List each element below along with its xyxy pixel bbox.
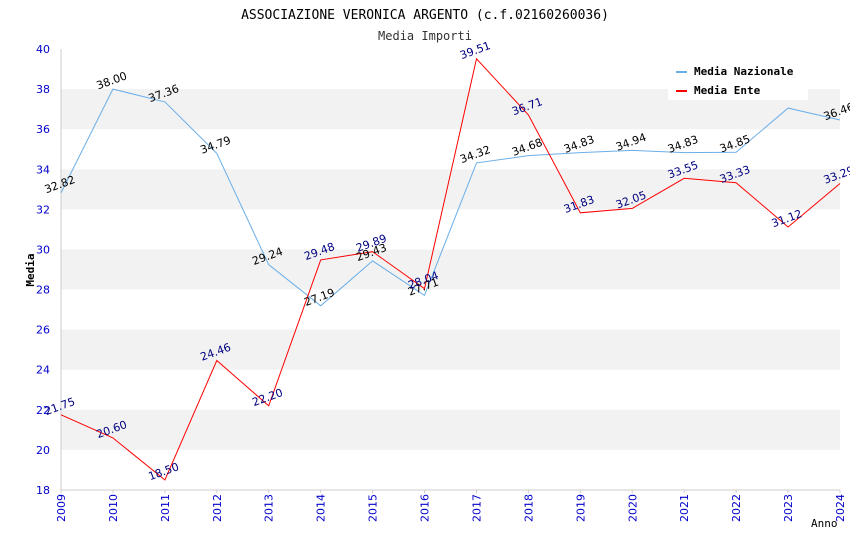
x-tick-label: 2024 xyxy=(834,494,847,522)
legend-label-media-nazionale: Media Nazionale xyxy=(694,65,794,78)
grid-band xyxy=(61,409,840,450)
x-tick-label: 2015 xyxy=(367,494,380,522)
y-tick-label: 30 xyxy=(36,243,50,256)
x-tick-label: 2011 xyxy=(159,494,172,522)
y-tick-label: 34 xyxy=(36,163,50,176)
x-tick-label: 2022 xyxy=(730,494,743,522)
data-label: 34.79 xyxy=(199,134,233,157)
legend-label-media-ente: Media Ente xyxy=(694,84,761,97)
x-tick-label: 2020 xyxy=(626,494,639,522)
series-line-media-nazionale xyxy=(60,88,841,307)
chart-subtitle: Media Importi xyxy=(378,29,472,43)
y-tick-label: 22 xyxy=(36,404,50,417)
x-tick-label: 2012 xyxy=(211,494,224,522)
y-tick-labels: 18 20 22 24 26 28 30 32 34 36 38 40 xyxy=(36,43,50,497)
grid-band xyxy=(61,249,840,290)
y-tick-label: 36 xyxy=(36,123,50,136)
y-tick-label: 38 xyxy=(36,83,50,96)
x-tick-label: 2017 xyxy=(470,494,483,522)
data-label: 31.12 xyxy=(770,207,804,230)
x-tick-labels: 2009 2010 2011 2012 2013 2014 2015 2016 2017 2018… xyxy=(55,494,847,522)
x-tick-label: 2021 xyxy=(678,494,691,522)
data-label: 34.32 xyxy=(458,143,492,166)
x-tick-label: 2016 xyxy=(419,494,432,522)
y-tick-label: 26 xyxy=(36,324,50,337)
y-tick-label: 18 xyxy=(36,484,50,497)
x-tick-label: 2010 xyxy=(107,494,120,522)
y-tick-label: 20 xyxy=(36,444,50,457)
grid-band xyxy=(61,329,840,370)
y-tick-label: 24 xyxy=(36,364,50,377)
x-axis-label: Anno xyxy=(811,517,838,530)
y-tick-label: 40 xyxy=(36,43,50,56)
x-tick-label: 2013 xyxy=(263,494,276,522)
y-tick-label: 28 xyxy=(36,284,50,297)
legend: Media Nazionale Media Ente xyxy=(668,58,808,100)
series-lines xyxy=(60,57,841,481)
series-line-media-ente xyxy=(60,57,841,481)
x-tick-label: 2018 xyxy=(522,494,535,522)
chart-title: ASSOCIAZIONE VERONICA ARGENTO (c.f.02160… xyxy=(241,8,609,23)
y-axis-label: Media xyxy=(24,253,37,286)
data-label: 38.00 xyxy=(95,69,129,92)
y-tick-label: 32 xyxy=(36,203,50,216)
x-tick-label: 2023 xyxy=(782,494,795,522)
axes xyxy=(60,49,841,493)
x-tick-label: 2014 xyxy=(315,494,328,522)
data-label: 22.20 xyxy=(251,386,285,409)
data-label: 18.50 xyxy=(147,460,181,483)
x-tick-label: 2019 xyxy=(574,494,587,522)
x-tick-label: 2009 xyxy=(55,494,68,522)
